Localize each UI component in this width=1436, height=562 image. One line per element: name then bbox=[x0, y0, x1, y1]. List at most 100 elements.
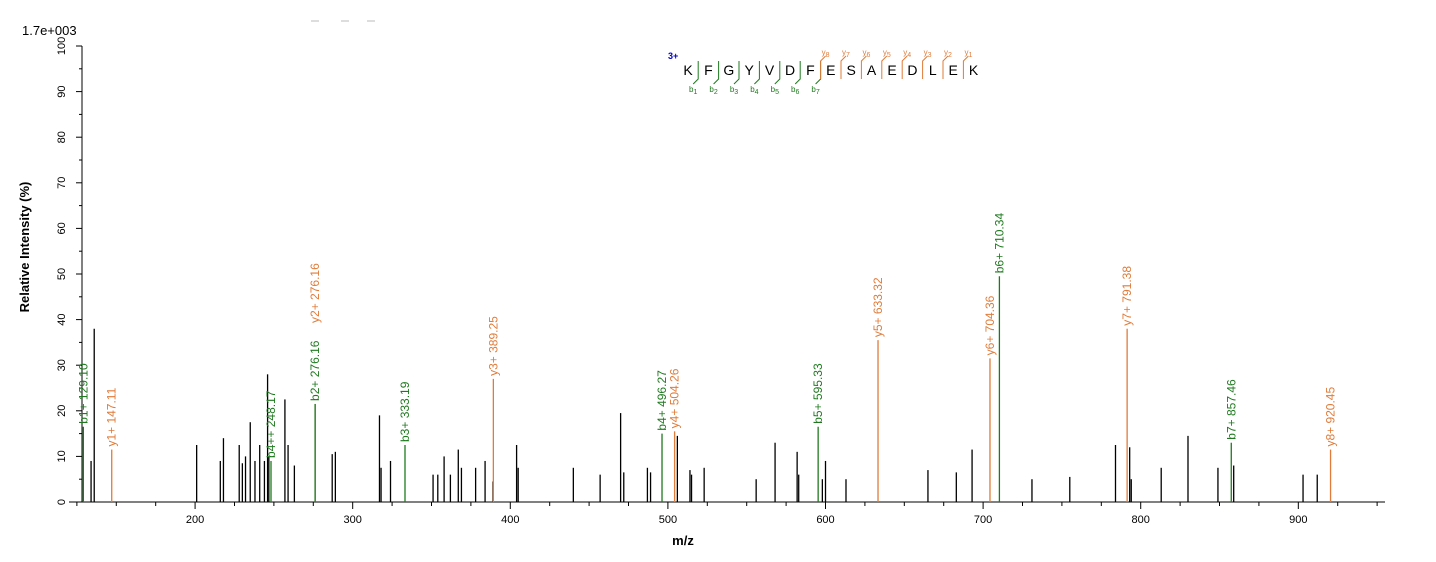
y-tick-label: 60 bbox=[56, 222, 68, 234]
b-cleavage-index: 4 bbox=[755, 89, 759, 96]
b-cleavage-mark bbox=[754, 61, 760, 85]
y-cleavage-index: 6 bbox=[866, 52, 870, 59]
y-tick-label: 10 bbox=[56, 450, 68, 462]
sequence-residue: E bbox=[949, 62, 958, 78]
b-cleavage-index: 1 bbox=[693, 89, 697, 96]
b-ion-label: b4++ 248.17 bbox=[264, 390, 278, 458]
y-tick-label: 40 bbox=[56, 313, 68, 325]
y-cleavage-mark bbox=[962, 55, 969, 79]
y-ion-label: y8+ 920.45 bbox=[1324, 387, 1338, 447]
x-tick-label: 500 bbox=[659, 514, 677, 526]
b-ion-label: b3+ 333.19 bbox=[398, 381, 412, 442]
y-cleavage-index: 8 bbox=[826, 52, 830, 59]
b-cleavage-label: b1 bbox=[689, 85, 697, 96]
sequence-residue: K bbox=[683, 62, 693, 78]
b-cleavage-label: b3 bbox=[730, 85, 738, 96]
x-axis: 200 300 400 500 600 700 800 900 bbox=[69, 501, 1385, 526]
b-cleavage-label: b5 bbox=[771, 85, 779, 96]
y-cleavage-label: y8 bbox=[822, 48, 830, 59]
y-cleavage-mark bbox=[820, 55, 826, 79]
b-ion-label: b7+ 857.46 bbox=[1224, 379, 1238, 440]
charge-state: 3+ bbox=[668, 51, 678, 61]
sequence-residue: V bbox=[765, 62, 775, 78]
y-cleavage-label: y5 bbox=[883, 48, 891, 59]
y-tick-label: 20 bbox=[56, 405, 68, 417]
b-ion-label: b1+ 129.10 bbox=[76, 363, 90, 424]
sequence-residue: F bbox=[704, 62, 713, 78]
y-cleavage-mark bbox=[860, 55, 867, 79]
sequence-residue: A bbox=[867, 62, 877, 78]
b-cleavage-mark bbox=[713, 61, 720, 85]
sequence-residue: E bbox=[826, 62, 835, 78]
y-ion-label: y2+ 276.16 bbox=[308, 263, 322, 323]
b-ion-label: b4+ 496.27 bbox=[655, 370, 669, 431]
y-ion-label: y3+ 389.25 bbox=[486, 316, 500, 376]
y-cleavage-label: y7 bbox=[842, 48, 850, 59]
scale-label: 1.7e+003 bbox=[22, 23, 77, 38]
y-cleavage-index: 1 bbox=[968, 52, 972, 59]
b-cleavage-mark bbox=[815, 61, 822, 85]
b-ion-label: b6+ 710.34 bbox=[992, 213, 1006, 274]
y-tick-label: 90 bbox=[56, 85, 68, 97]
x-tick-label: 300 bbox=[344, 514, 362, 526]
b-ion-label: b5+ 595.33 bbox=[811, 363, 825, 424]
y-cleavage-mark bbox=[881, 55, 888, 79]
b-ion-label: b2+ 276.16 bbox=[308, 340, 322, 401]
x-axis-title: m/z bbox=[672, 533, 694, 548]
x-tick-label: 900 bbox=[1289, 514, 1307, 526]
y-cleavage-mark bbox=[922, 55, 928, 79]
y-tick-label: 30 bbox=[56, 359, 68, 371]
b-cleavage-mark bbox=[774, 61, 781, 85]
y-cleavage-mark bbox=[901, 55, 908, 79]
y-tick-label: 80 bbox=[56, 131, 68, 143]
y-cleavage-mark bbox=[942, 55, 949, 79]
sequence-residue: D bbox=[785, 62, 795, 78]
y-cleavage-index: 2 bbox=[948, 52, 952, 59]
y-cleavage-label: y4 bbox=[903, 48, 911, 59]
b-cleavage-label: b2 bbox=[709, 85, 717, 96]
y-ion-label: y6+ 704.36 bbox=[983, 295, 997, 355]
sequence-residue: F bbox=[806, 62, 815, 78]
sequence-residue: G bbox=[723, 62, 734, 78]
y-axis: 0 10 20 30 40 50 60 70 80 90 100 bbox=[56, 37, 83, 505]
b-cleavage-mark bbox=[692, 61, 699, 85]
sequence-residue: Y bbox=[745, 62, 755, 78]
x-tick-label: 700 bbox=[974, 514, 992, 526]
peak-labels: b1+ 129.10 b4++ 248.17 b2+ 276.16 b3+ 333.1… bbox=[76, 213, 1337, 458]
sequence-residue: K bbox=[969, 62, 979, 78]
y-cleavage-index: 4 bbox=[907, 52, 911, 59]
sequence-residue: L bbox=[929, 62, 937, 78]
y-ion-label: y5+ 633.32 bbox=[871, 277, 885, 337]
x-tick-label: 600 bbox=[816, 514, 834, 526]
y-ion-label: y1+ 147.11 bbox=[105, 387, 119, 446]
b-cleavage-index: 2 bbox=[714, 89, 718, 96]
y-ion-label: y7+ 791.38 bbox=[1120, 266, 1134, 326]
sequence-residue: E bbox=[887, 62, 896, 78]
b-cleavage-index: 3 bbox=[734, 89, 738, 96]
y-cleavage-index: 3 bbox=[928, 52, 932, 59]
x-tick-label: 400 bbox=[501, 514, 519, 526]
y-cleavage-label: y6 bbox=[862, 48, 870, 59]
peaks bbox=[82, 276, 1332, 502]
b-cleavage-index: 7 bbox=[816, 89, 820, 96]
b-cleavage-label: b4 bbox=[750, 85, 758, 96]
y-ion-label: y4+ 504.26 bbox=[668, 368, 682, 428]
y-cleavage-index: 7 bbox=[846, 52, 850, 59]
sequence-residue: S bbox=[847, 62, 856, 78]
y-cleavage-label: y2 bbox=[944, 48, 952, 59]
y-cleavage-mark bbox=[840, 55, 847, 79]
sequence-residue: D bbox=[907, 62, 917, 78]
y-tick-label: 100 bbox=[56, 37, 68, 55]
y-cleavage-label: y3 bbox=[924, 48, 932, 59]
y-tick-label: 0 bbox=[56, 499, 68, 505]
x-tick-label: 200 bbox=[186, 514, 204, 526]
y-cleavage-label: y1 bbox=[964, 48, 972, 59]
b-cleavage-index: 5 bbox=[775, 89, 779, 96]
b-cleavage-label: b6 bbox=[791, 85, 799, 96]
y-tick-label: 70 bbox=[56, 177, 68, 189]
b-cleavage-index: 6 bbox=[795, 89, 799, 96]
x-tick-label: 800 bbox=[1132, 514, 1150, 526]
b-cleavage-mark bbox=[794, 61, 801, 85]
